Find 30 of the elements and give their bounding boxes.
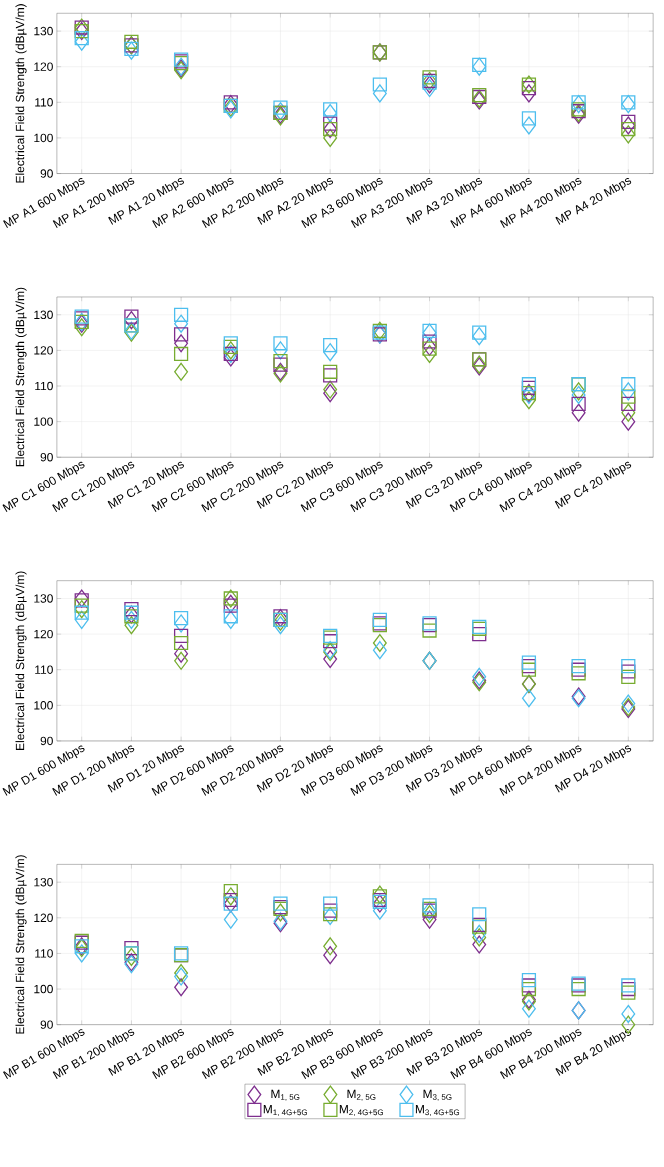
y-tick-label: 130 [34,594,53,603]
y-tick-label: 100 [34,984,53,994]
y-axis-title: Electrical Field Strength (dBµV/m) [15,4,27,183]
y-tick-label: 130 [34,26,53,36]
y-tick-label: 90 [40,736,53,746]
y-axis-title: Electrical Field Strength (dBµV/m) [15,855,27,1034]
y-tick-label: 110 [35,381,53,391]
y-axis-title: Electrical Field Strength (dBµV/m) [15,571,27,750]
y-tick-label: 120 [34,629,53,639]
legend-label: M$_{3, 5G}$ [423,1089,452,1101]
y-tick-label: 110 [35,665,53,674]
y-tick-label: 120 [34,62,53,71]
y-tick-label: 100 [34,133,53,143]
legend-label: M$_{2, 4G+5G}$ [339,1105,383,1117]
legend-label: M$_{2, 5G}$ [347,1089,376,1101]
y-tick-label: 90 [40,169,53,178]
legend-label: M$_{1, 4G+5G}$ [263,1105,307,1117]
y-tick-label: 90 [40,453,53,462]
legend-label: M$_{1, 5G}$ [271,1089,300,1101]
y-tick-label: 100 [34,701,53,710]
y-tick-label: 130 [34,877,53,887]
y-tick-label: 110 [35,98,53,107]
y-tick-label: 130 [34,310,53,319]
y-tick-label: 120 [34,913,53,923]
y-tick-label: 90 [40,1020,53,1029]
y-tick-label: 120 [34,346,53,355]
y-tick-label: 100 [34,417,53,426]
y-axis-title: Electrical Field Strength (dBµV/m) [15,287,27,467]
y-tick-label: 110 [35,949,53,958]
legend-label: M$_{3, 4G+5G}$ [415,1105,459,1117]
